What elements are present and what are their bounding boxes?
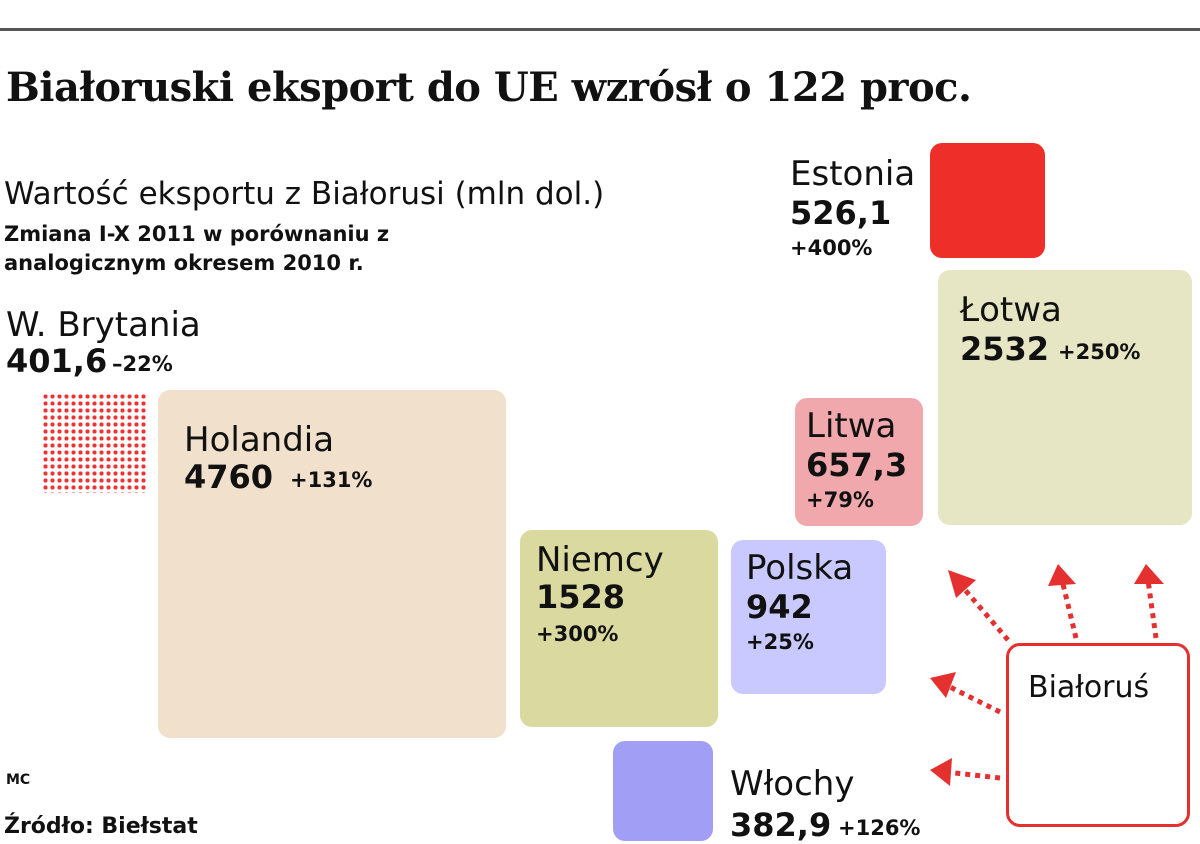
value-niemcy: 1528: [536, 578, 626, 616]
arrow-5: [945, 769, 1001, 781]
label-polska: Polska: [746, 548, 854, 588]
value-wlochy: 382,9: [730, 806, 832, 844]
chart-subtitle: Wartość eksportu z Białorusi (mln dol.): [4, 176, 605, 212]
arrow-3: [1145, 579, 1159, 639]
label-lotwa: Łotwa: [960, 290, 1062, 330]
arrow-4: [942, 681, 1002, 715]
arrowhead-2: [1048, 564, 1076, 586]
value-polska: 942: [746, 588, 813, 626]
box-litwa: [795, 398, 923, 526]
box-wlochy: [613, 741, 713, 841]
box-holandia: [158, 390, 506, 738]
arrow-2: [1059, 579, 1079, 639]
origin-label: Białoruś: [1028, 670, 1150, 705]
chart-note: Zmiana I-X 2011 w porównaniu z analogicz…: [4, 222, 390, 275]
arrowhead-3: [1134, 564, 1164, 584]
arrowhead-4: [930, 672, 956, 698]
change-holandia: +131%: [290, 468, 373, 492]
label-niemcy: Niemcy: [536, 540, 664, 580]
change-wlochy: +126%: [838, 816, 921, 840]
arrow-1: [958, 582, 1010, 642]
credit-mc: MC: [6, 772, 31, 788]
arrowhead-5: [930, 758, 952, 786]
box-niemcy: [520, 530, 718, 727]
label-w-brytania: W. Brytania: [6, 305, 201, 345]
origin-box: [1006, 643, 1190, 827]
top-rule: [0, 28, 1200, 31]
value-estonia: 526,1: [790, 194, 892, 232]
change-litwa: +79%: [806, 488, 874, 512]
label-estonia: Estonia: [790, 154, 916, 194]
value-w-brytania: 401,6: [6, 342, 108, 380]
value-litwa: 657,3: [806, 446, 908, 484]
change-niemcy: +300%: [536, 622, 619, 646]
label-wlochy: Włochy: [730, 764, 855, 804]
box-w-brytania: [42, 393, 148, 493]
change-lotwa: +250%: [1058, 340, 1141, 364]
change-polska: +25%: [746, 630, 814, 654]
source-note: Źródło: Biełstat: [4, 814, 198, 839]
change-w-brytania: –22%: [112, 352, 173, 376]
chart-title: Białoruski eksport do UE wzrósł o 122 pr…: [6, 64, 972, 111]
box-polska: [731, 540, 886, 694]
box-lotwa: [938, 270, 1192, 525]
arrowhead-1: [948, 570, 976, 598]
box-estonia: [930, 143, 1045, 258]
value-holandia: 4760: [184, 458, 274, 496]
value-lotwa: 2532: [960, 330, 1050, 368]
change-estonia: +400%: [790, 236, 873, 260]
label-holandia: Holandia: [184, 420, 335, 460]
label-litwa: Litwa: [806, 406, 897, 446]
